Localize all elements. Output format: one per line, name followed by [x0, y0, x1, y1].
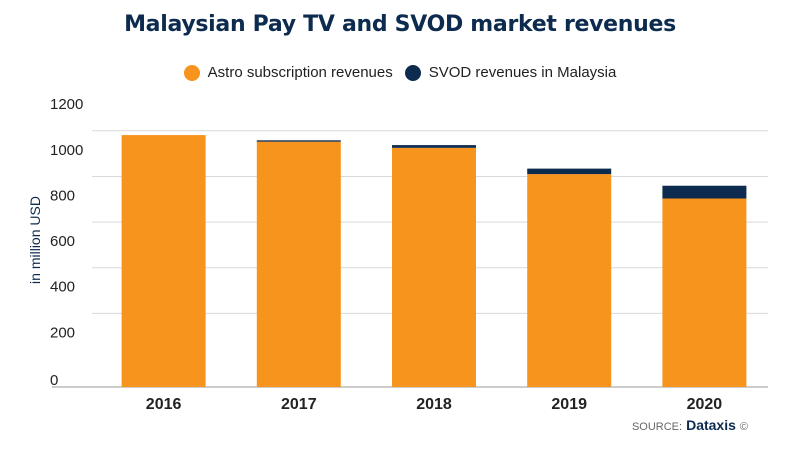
bar-astro: [392, 147, 476, 387]
x-tick-label: 2019: [551, 396, 587, 413]
bar-svod: [527, 168, 612, 175]
y-tick-label: 200: [50, 324, 75, 341]
bar-astro: [256, 141, 341, 387]
bar-svod: [256, 140, 341, 142]
bars: [121, 135, 747, 387]
x-tick-label: 2016: [146, 396, 182, 413]
legend-swatch-astro: [183, 64, 200, 81]
chart-title: Malaysian Pay TV and SVOD market revenue…: [124, 12, 676, 37]
y-tick-label: 0: [50, 372, 58, 389]
legend-swatch-svod: [404, 64, 421, 81]
bar-svod: [662, 185, 747, 199]
x-axis-labels: 2016 2017 2018 2019 2020: [146, 396, 722, 413]
legend-label-astro: Astro subscription revenues: [207, 64, 393, 81]
source-credit: SOURCE: Dataxis ©: [632, 417, 748, 433]
legend-item-astro: Astro subscription revenues: [183, 64, 393, 81]
source-prefix: SOURCE:: [631, 421, 683, 433]
copyright-mark: ©: [739, 421, 748, 433]
x-tick-label: 2020: [687, 396, 723, 413]
legend: Astro subscription revenues SVOD revenue…: [0, 64, 800, 81]
y-axis-ticks: 0 200 400 600 800 1000 1200: [50, 96, 83, 389]
y-tick-label: 600: [50, 233, 75, 250]
bar-astro: [662, 198, 747, 387]
bar-svod: [392, 145, 476, 148]
y-tick-label: 1200: [50, 96, 83, 113]
x-tick-label: 2017: [281, 396, 317, 413]
y-axis-title: in million USD: [27, 196, 43, 284]
source-brand: Dataxis: [686, 417, 736, 433]
bar-astro: [121, 135, 206, 387]
y-tick-label: 1000: [50, 142, 83, 159]
bar-astro: [527, 174, 612, 387]
legend-item-svod: SVOD revenues in Malaysia: [404, 64, 617, 81]
x-tick-label: 2018: [416, 396, 452, 413]
y-tick-label: 400: [50, 279, 75, 296]
legend-label-svod: SVOD revenues in Malaysia: [428, 64, 617, 81]
y-tick-label: 800: [50, 187, 75, 204]
